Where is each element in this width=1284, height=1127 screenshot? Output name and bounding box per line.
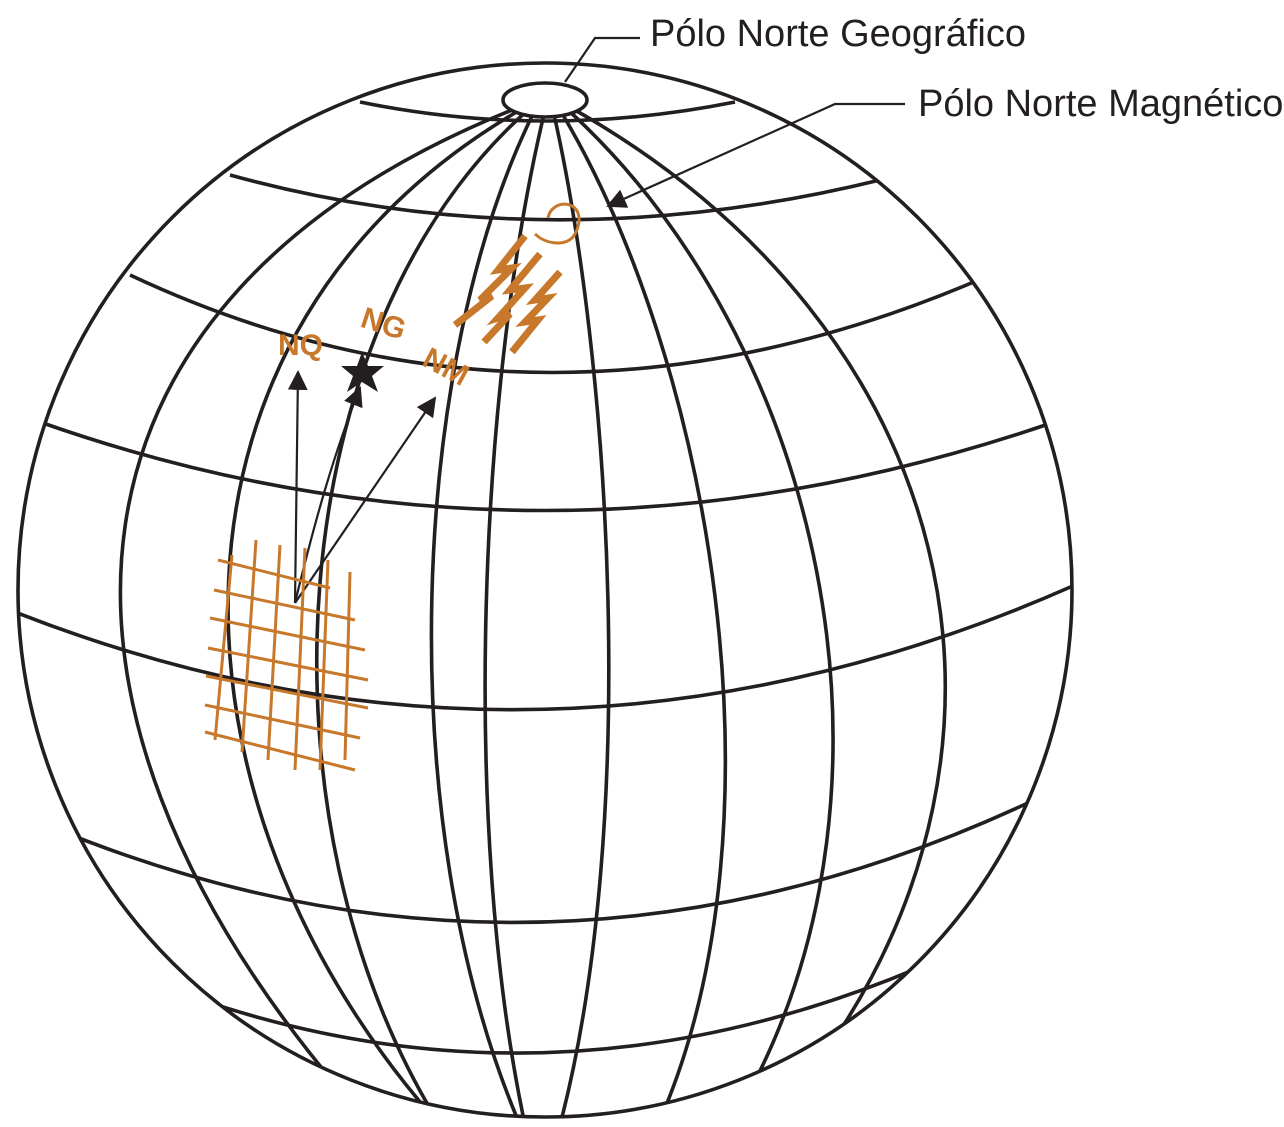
meridian-line [558,109,728,1117]
local-grid-line [266,544,282,761]
local-grid-line [213,554,234,741]
local-grid-line [204,730,356,772]
local-grid-line [207,646,369,682]
nq-arrow [287,370,308,604]
local-grid-line [343,571,352,761]
geographic-pole-label: Pólo Norte Geográfico [650,13,1026,55]
local-grid [204,539,369,772]
star-icon [341,352,384,392]
nm-label: NM [417,342,474,393]
local-grid-line [213,588,356,622]
meridian-line [226,108,521,1117]
meridian-line [574,108,947,1062]
geographic-pole-leader [564,36,640,83]
north-pole-cap [501,81,589,119]
magnetic-pole-label: Pólo Norte Magnético [918,83,1283,125]
field-lines-icon [452,233,563,355]
local-grid-line [217,558,331,590]
local-grid-line [209,616,366,652]
graticule [18,100,1072,1117]
local-grid-line [240,539,258,753]
north-arrows [287,370,437,604]
parallel-line [129,273,991,375]
nm-arrow [294,396,437,604]
meridian-line [551,109,611,1117]
parallel-line [359,100,736,123]
local-grid-line [204,703,361,740]
ng-label: NG [357,301,410,346]
local-grid-line [293,547,307,771]
nq-label: NQ [278,329,323,362]
meridian-line [118,108,513,1092]
meridian-line [429,109,537,1117]
local-grid-line [318,559,330,771]
horseshoe-magnet-icon [534,202,581,245]
magnetic-pole-leader [606,102,905,208]
local-grid-line [205,674,369,710]
globe-outline [16,61,1074,1119]
meridian-line [566,108,835,1101]
parallel-line [229,173,881,222]
parallel-line [18,583,1072,712]
parallel-line [29,788,1056,925]
parallel-line [39,418,1061,513]
